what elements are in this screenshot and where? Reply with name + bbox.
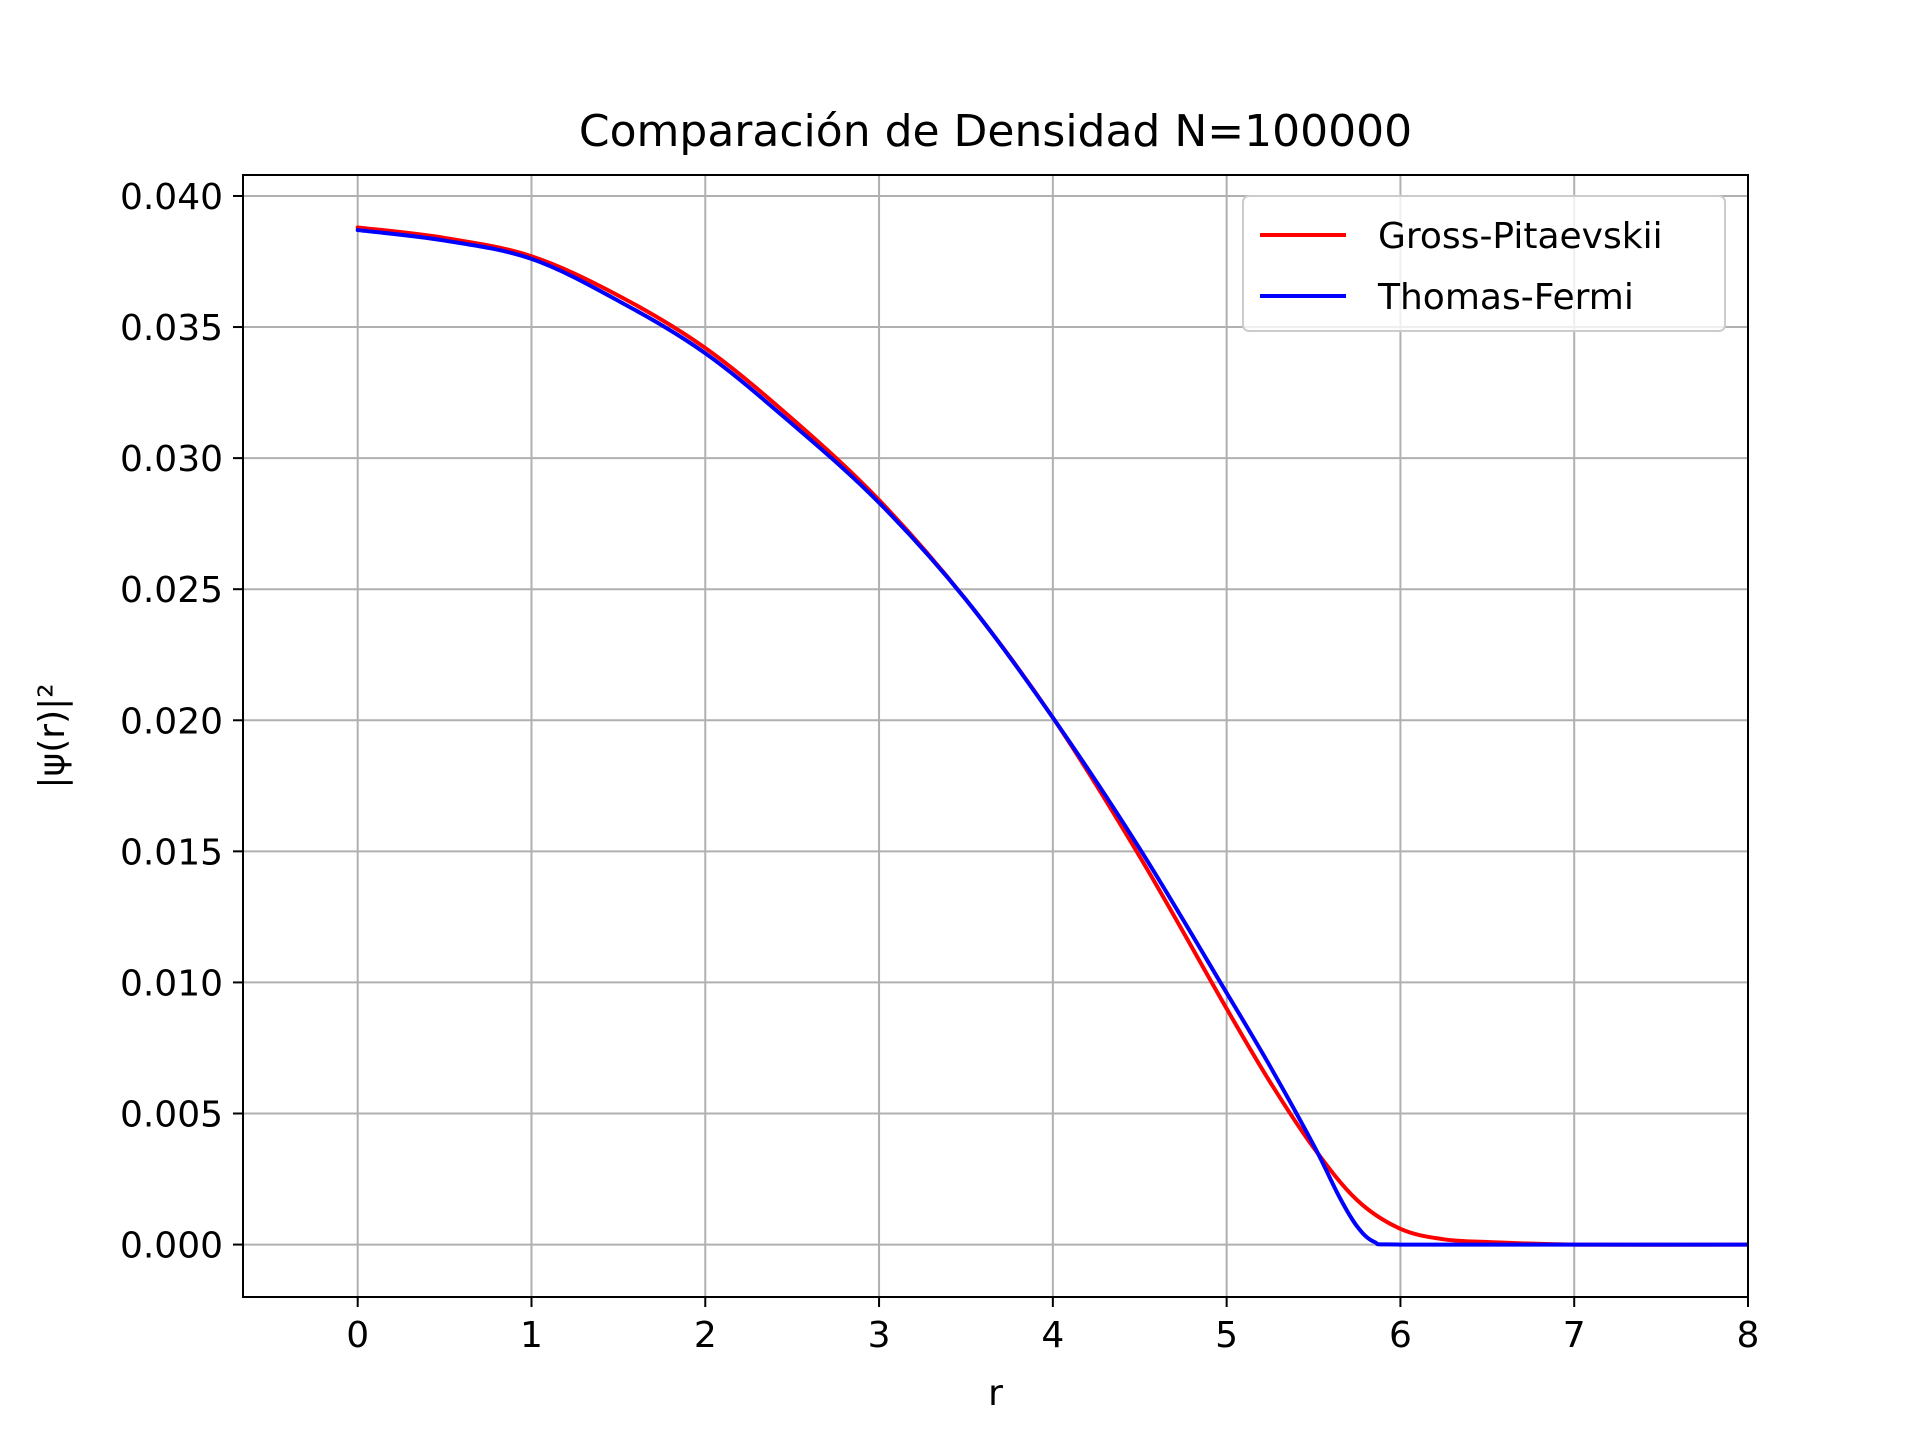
x-tick-label: 1 — [520, 1315, 543, 1356]
y-tick-label: 0.025 — [120, 570, 223, 611]
legend-box — [1242, 195, 1726, 332]
legend-label: Gross-Pitaevskii — [1378, 216, 1663, 257]
chart-title: Comparación de Densidad N=100000 — [579, 106, 1412, 157]
y-tick-label: 0.030 — [120, 439, 223, 480]
x-tick-label: 6 — [1389, 1315, 1412, 1356]
grid-layer — [243, 175, 1749, 1297]
legend: Gross-Pitaevskii Thomas-Fermi — [1242, 195, 1726, 332]
x-tick-label: 5 — [1215, 1315, 1238, 1356]
x-tick-label: 4 — [1041, 1315, 1064, 1356]
x-axis-label: r — [988, 1373, 1003, 1414]
plot-frame — [242, 174, 1749, 1298]
y-tick-label: 0.010 — [120, 963, 223, 1004]
x-tick-label: 3 — [868, 1315, 891, 1356]
y-tick-label: 0.005 — [120, 1094, 223, 1135]
tick-layer: 0 1 2 3 4 5 6 7 8 0.000 0.005 0.010 0.015 0.020 0.025 0… — [120, 177, 1760, 1356]
y-tick-label: 0.035 — [120, 308, 223, 349]
y-axis-label: |ψ(r)|² — [32, 683, 73, 788]
x-tick-label: 0 — [346, 1315, 369, 1356]
series-layer — [355, 225, 1748, 1247]
series-line-thomas-fermi — [355, 228, 1748, 1247]
y-tick-label: 0.015 — [120, 832, 223, 873]
x-tick-label: 7 — [1563, 1315, 1586, 1356]
y-tick-label: 0.020 — [120, 701, 223, 742]
x-tick-label: 8 — [1737, 1315, 1760, 1356]
y-tick-label: 0.000 — [120, 1226, 223, 1267]
y-tick-label: 0.040 — [120, 177, 223, 218]
x-tick-label: 2 — [694, 1315, 717, 1356]
legend-label: Thomas-Fermi — [1377, 277, 1634, 318]
series-line-gross-pitaevskii — [355, 225, 1748, 1247]
